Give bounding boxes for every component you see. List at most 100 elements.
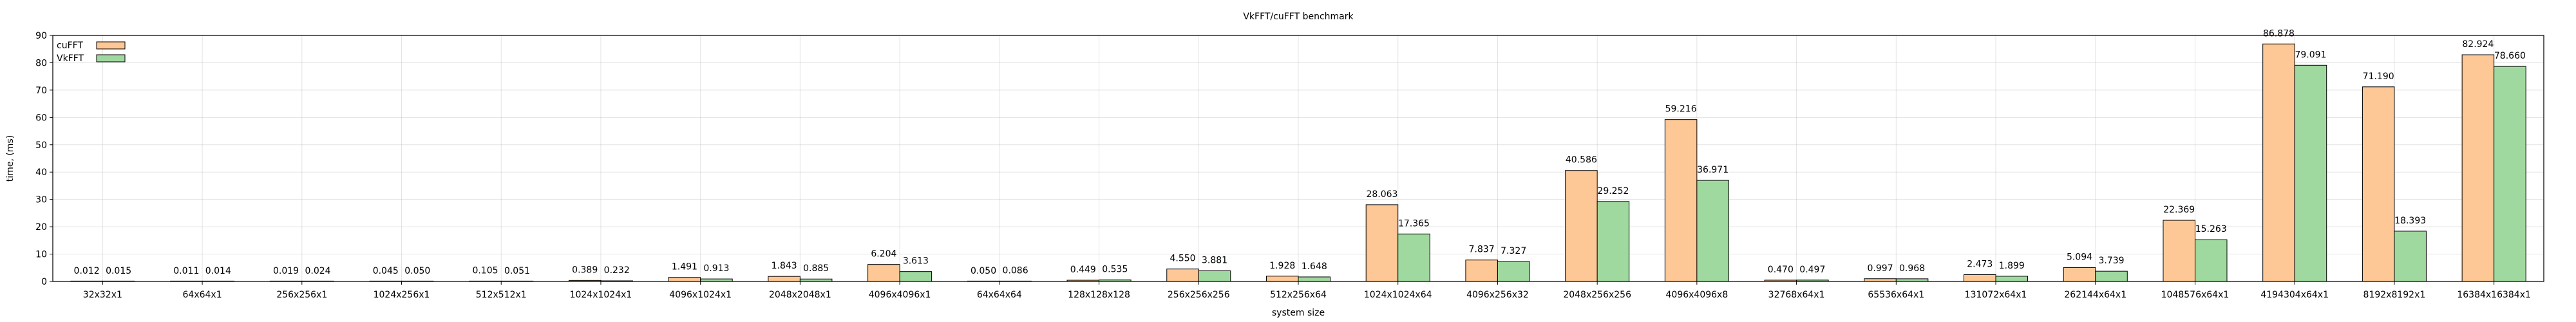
bar-value-label: 5.094	[2067, 252, 2092, 262]
legend-label: VkFFT	[57, 53, 84, 64]
bar-vkfft	[2194, 239, 2228, 282]
bar-cufft	[2262, 43, 2295, 282]
x-tick-label: 131072x64x1	[1965, 290, 2027, 300]
bar-value-label: 18.393	[2394, 216, 2426, 226]
x-axis: 32x32x1 64x64x1 256x256x1 1024x256x1 512x512…	[83, 281, 2531, 300]
bar-value-label: 0.015	[106, 266, 131, 276]
x-tick-label: 32x32x1	[83, 290, 122, 300]
bar-vkfft	[1397, 233, 1430, 282]
bar-value-label: 71.190	[2363, 71, 2394, 82]
x-tick-label: 512x256x64	[1270, 290, 1327, 300]
bar-value-label: 0.535	[1102, 265, 1128, 275]
bar-value-label: 1.648	[1302, 261, 1327, 272]
bar-value-label: 59.216	[1665, 104, 1697, 115]
bar-cufft	[2362, 86, 2395, 282]
bar-value-label: 0.050	[404, 266, 430, 276]
bar-value-label: 29.252	[1597, 186, 1629, 196]
bar-cufft	[1864, 278, 1897, 282]
bar-vkfft	[1596, 201, 1630, 282]
x-tick-label: 4096x1024x1	[669, 290, 732, 300]
y-tick-label: 10	[35, 250, 47, 260]
legend: cuFFT VkFFT	[57, 41, 126, 64]
bar-vkfft	[2494, 66, 2526, 282]
bar-vkfft	[2095, 270, 2128, 282]
bar-cufft	[768, 276, 800, 282]
bar-value-label: 2.473	[1967, 260, 1993, 270]
x-tick-label: 4096x256x32	[1466, 290, 1529, 300]
y-tick-label: 60	[35, 113, 47, 123]
bar-value-label: 78.660	[2494, 51, 2526, 61]
bar-value-label: 0.024	[305, 266, 331, 276]
y-axis-title: time, (ms)	[5, 135, 15, 182]
x-tick-label: 512x512x1	[476, 290, 527, 300]
bar-cufft	[2163, 220, 2195, 282]
legend-label: cuFFT	[57, 41, 83, 51]
bar-value-label: 0.019	[273, 266, 299, 276]
x-tick-label: 1024x256x1	[374, 290, 430, 300]
bar-value-label: 15.263	[2195, 224, 2227, 234]
x-tick-label: 4194304x64x1	[2260, 290, 2329, 300]
bar-cufft	[668, 277, 701, 282]
x-tick-label: 2048x2048x1	[769, 290, 831, 300]
legend-swatch	[96, 54, 126, 62]
chart-title: VkFFT/cuFFT benchmark	[1243, 12, 1354, 22]
x-tick-label: 32768x64x1	[1768, 290, 1825, 300]
bar-value-label: 0.012	[74, 266, 100, 276]
bar-value-label: 0.232	[604, 265, 630, 276]
bar-value-label: 0.470	[1768, 265, 1794, 275]
bar-value-label: 40.586	[1566, 155, 1597, 166]
x-tick-label: 65536x64x1	[1868, 290, 1924, 300]
bar-value-label: 3.613	[903, 256, 929, 267]
y-tick-label: 40	[35, 167, 47, 178]
bar-value-label: 3.739	[2098, 256, 2124, 266]
bar-cufft	[2461, 54, 2495, 282]
x-tick-label: 64x64x64	[977, 290, 1022, 300]
bar-vkfft	[1995, 276, 2029, 282]
bar-value-label: 0.014	[205, 266, 231, 276]
bar-value-label: 0.968	[1899, 263, 1925, 274]
y-tick-label: 50	[35, 140, 47, 151]
legend-item-vkfft: VkFFT	[57, 53, 126, 64]
bar-cufft	[1465, 260, 1498, 282]
bar-value-label: 6.204	[871, 249, 896, 260]
bar-value-label: 0.051	[504, 266, 530, 276]
x-axis-title: system size	[1272, 308, 1325, 318]
bar-value-label: 7.327	[1501, 246, 1526, 256]
y-axis: 0 10 20 30 40 50 60 70 80 90	[35, 31, 53, 287]
bar-value-label: 1.928	[1269, 261, 1295, 271]
bar-cufft	[1664, 119, 1698, 282]
y-tick-label: 0	[41, 277, 47, 287]
bar-cufft	[867, 264, 900, 282]
bar-vkfft	[2394, 231, 2427, 282]
bar-vkfft	[1198, 270, 1231, 282]
bar-value-label: 1.899	[1999, 261, 2025, 271]
y-tick-label: 90	[35, 31, 47, 41]
y-tick-label: 30	[35, 195, 47, 205]
x-tick-label: 128x128x128	[1068, 290, 1130, 300]
x-tick-label: 256x256x1	[276, 290, 327, 300]
bar-vkfft	[2294, 64, 2327, 282]
x-tick-label: 64x64x1	[183, 290, 222, 300]
legend-item-cufft: cuFFT	[57, 41, 126, 51]
bar-value-label: 1.843	[772, 261, 797, 271]
bar-vkfft	[1298, 276, 1331, 282]
bar-value-label: 7.837	[1469, 245, 1495, 255]
bar-value-label: 0.086	[1003, 266, 1028, 276]
bar-value-label: 0.997	[1868, 263, 1893, 274]
y-tick-label: 80	[35, 58, 47, 68]
bar-cufft	[1365, 204, 1399, 282]
bar-cufft	[2063, 267, 2096, 282]
x-tick-label: 2048x256x256	[1563, 290, 1631, 300]
bar-value-label: 28.063	[1366, 189, 1397, 200]
bar-value-label: 82.924	[2462, 39, 2494, 50]
y-tick-label: 20	[35, 222, 47, 232]
bar-value-label: 22.369	[2163, 205, 2195, 215]
bar-value-label: 0.389	[572, 265, 598, 275]
x-tick-label: 1048576x64x1	[2161, 290, 2230, 300]
bar-value-label: 4.550	[1170, 254, 1195, 264]
x-tick-label: 262144x64x1	[2064, 290, 2126, 300]
bar-value-label: 3.881	[1202, 256, 1227, 266]
x-tick-label: 16384x16384x1	[2457, 290, 2531, 300]
